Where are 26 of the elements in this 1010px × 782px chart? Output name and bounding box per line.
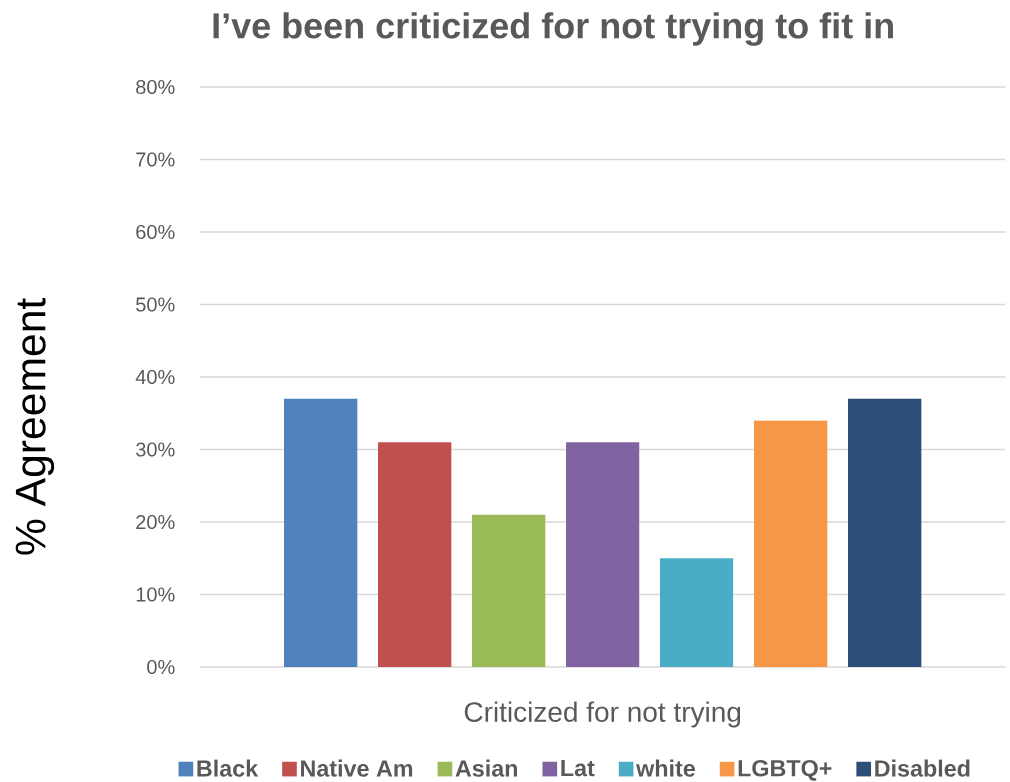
y-tick-label: 40% [135,369,175,385]
y-tick-label: 70% [136,152,175,167]
y-axis-title: % Agreement [15,298,55,555]
y-tick-label: 30% [136,442,175,457]
bar [566,442,640,667]
y-tick-label: 0% [147,659,175,675]
y-tick-label: 50% [136,297,175,312]
legend-label: white [636,759,695,777]
bar [284,398,358,667]
bar [472,514,546,667]
y-tick-label: 60% [136,224,175,240]
y-tick-label: 10% [136,587,175,602]
x-tick-label: Criticized for not trying [464,701,741,728]
legend-label: Asian [455,759,517,777]
bar [848,398,922,667]
legend-label: LGBTQ+ [738,759,832,781]
legend-label: Disabled [875,759,970,777]
legend-label: Black [197,759,259,777]
bar [754,420,828,667]
legend-label: Native Am [301,759,413,777]
bar [378,442,452,667]
bar [660,558,734,667]
y-tick-label: 80% [136,79,175,95]
legend-label: Lat [561,760,595,777]
chart-title: I’ve been criticized for not trying to fit in [213,12,893,46]
y-tick-label: 20% [136,514,175,530]
